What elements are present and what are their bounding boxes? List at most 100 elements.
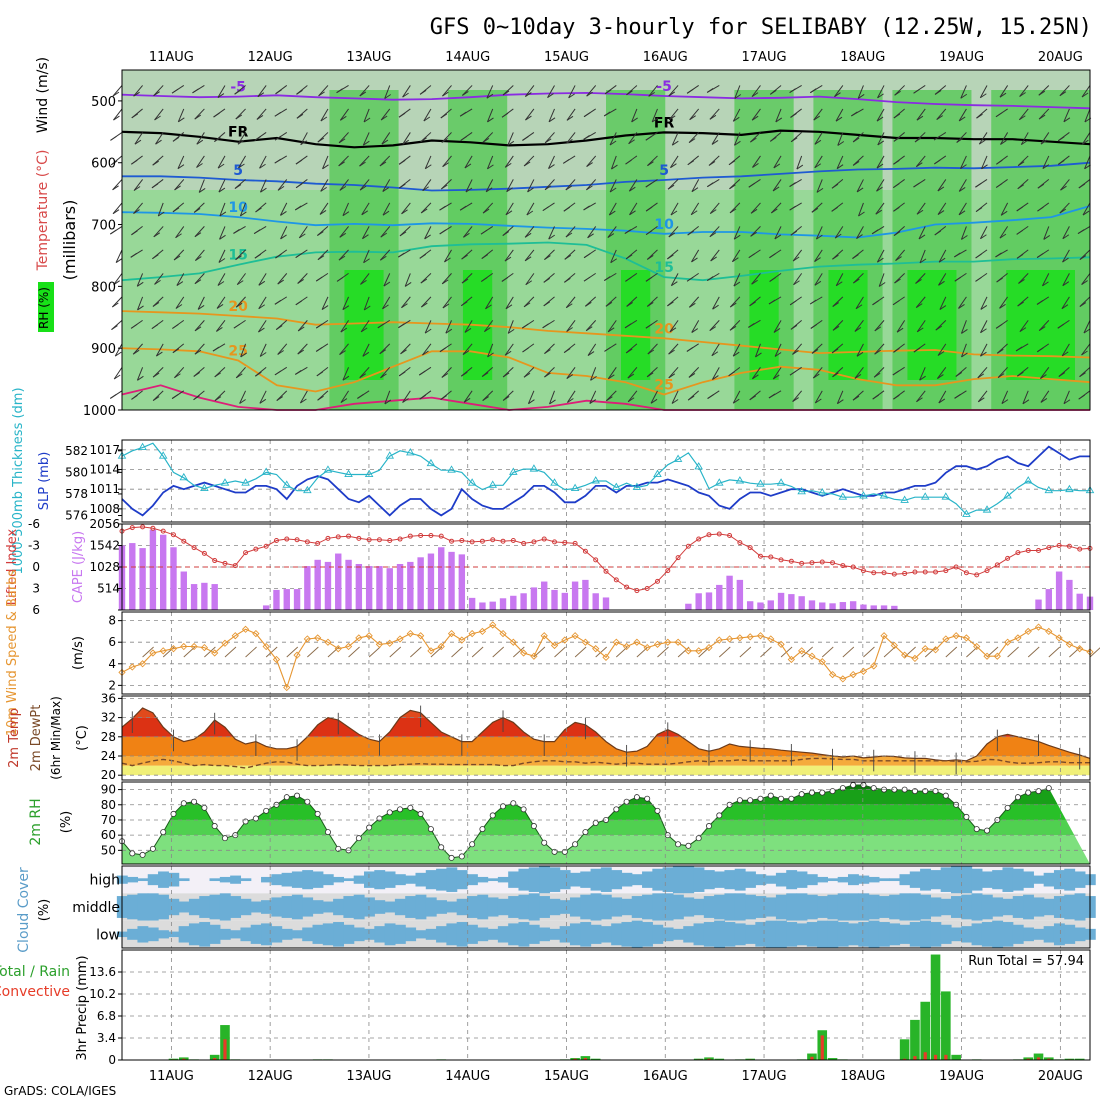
cloud-cell — [827, 920, 839, 948]
wind-barb-flag — [482, 396, 489, 401]
cloud-cell — [662, 893, 674, 921]
rh-tick-label: 70 — [101, 813, 116, 827]
wind-barb-flag — [482, 208, 490, 214]
lifted-index-point — [479, 538, 485, 544]
wind-barb-staff — [610, 155, 617, 170]
wind-barb-staff — [709, 108, 720, 120]
wind-barb-staff — [217, 85, 226, 98]
wind-barb-flag — [523, 161, 531, 167]
cloud-cell — [1064, 924, 1076, 944]
precip-total-bar — [704, 1057, 714, 1060]
wind-barb-staff — [773, 155, 782, 169]
lifted-index-point — [222, 560, 228, 566]
wind-barb-flag — [671, 399, 679, 404]
wind-barb-staff — [525, 273, 535, 286]
wind-barb-flag — [485, 187, 493, 193]
wind-barb-flag — [915, 303, 923, 309]
rh-point — [180, 800, 187, 807]
wind-barb-flag — [404, 281, 412, 287]
wind-barb-flag — [213, 112, 220, 118]
thickness-marker — [838, 492, 848, 500]
cape-bar — [365, 566, 373, 610]
wind-barb-staff — [960, 320, 967, 334]
wind-barb-flag — [687, 230, 694, 236]
wind-barb-flag — [934, 90, 942, 95]
wind-barb-flag — [977, 373, 985, 379]
wind-barb-flag — [377, 323, 385, 329]
cloud-cell — [240, 878, 252, 882]
wind-barb-staff — [506, 179, 514, 192]
cloud-cell — [745, 871, 756, 888]
cloud-cell — [817, 896, 829, 918]
wind-barb-flag — [954, 393, 961, 399]
wind-speed-point — [705, 643, 713, 652]
wind-speed-point — [478, 627, 487, 636]
wind-barb-flag — [1017, 371, 1024, 377]
wind-barb-staff — [402, 390, 411, 403]
wind-barb-staff — [359, 179, 370, 191]
wind-barb-flag — [502, 90, 510, 96]
wind-barb-flag — [896, 327, 904, 333]
wind-barb-staff — [732, 108, 741, 122]
wind-frame — [121, 611, 1091, 695]
wind-barb-flag — [1057, 136, 1065, 142]
cloud-cell — [333, 922, 345, 947]
wind-barb-flag — [625, 159, 632, 165]
cloud-cell — [343, 896, 355, 918]
rh-point — [221, 835, 228, 842]
wind-speed-point — [262, 642, 270, 651]
wind-barb-staff — [298, 226, 308, 239]
wind-barb-staff — [958, 179, 967, 192]
wind-barb-flag — [916, 397, 923, 403]
wind-barb-staff — [361, 202, 370, 216]
rh-point — [932, 788, 939, 795]
wind-barb-staff — [937, 343, 947, 356]
cloud-cell — [652, 893, 664, 921]
rh-saturated-band — [621, 270, 651, 380]
wind-barb-flag — [463, 397, 471, 403]
cloud-cell — [642, 871, 653, 888]
cape-bar — [376, 566, 383, 610]
surface-barb — [410, 646, 422, 658]
cloud-cell — [394, 924, 406, 944]
wind-barb-staff — [359, 155, 370, 167]
wind-barb-flag — [627, 397, 635, 403]
cloud-cell — [353, 927, 365, 942]
wind-barb-staff — [259, 343, 267, 357]
cloud-cell — [600, 926, 612, 943]
cloud-cell — [436, 868, 447, 891]
lifted-index-point — [809, 560, 815, 566]
cloud-cell — [683, 897, 695, 917]
wind-barb-flag — [876, 116, 884, 122]
wind-barb-staff — [1038, 320, 1050, 331]
wind-barb-staff — [463, 226, 473, 238]
cloud-cell — [1002, 898, 1014, 916]
wind-barb-staff — [793, 273, 803, 286]
cloud-cell — [858, 893, 870, 921]
wind-barb-flag — [524, 256, 532, 262]
surface-barb — [204, 646, 216, 658]
wind-barb-flag — [792, 397, 799, 402]
isotherm-line — [121, 310, 1091, 359]
surface-barb — [739, 646, 752, 658]
wind-barb-flag — [934, 159, 941, 165]
cloud-cell — [796, 923, 808, 946]
rh-saturated-band — [907, 270, 957, 380]
wind-barb-flag — [1061, 304, 1069, 310]
thickness-marker — [570, 483, 580, 492]
cloud-cell — [837, 893, 849, 921]
lifted-index-point — [407, 533, 413, 539]
wind-barb-flag — [583, 205, 590, 211]
wind-barb-flag — [130, 323, 138, 329]
cloud-cell — [714, 894, 726, 920]
cape-bar — [139, 548, 146, 610]
wind-barb-flag — [400, 349, 407, 355]
wind-barb-flag — [173, 255, 181, 261]
wind-barb-flag — [548, 117, 556, 123]
precip-frame — [121, 949, 1091, 1061]
wind-barb-staff — [796, 155, 803, 170]
isotherm-line — [121, 241, 1091, 282]
wind-barb-flag — [1000, 140, 1007, 145]
wind-barb-flag — [939, 305, 947, 310]
wind-barb-flag — [773, 328, 781, 333]
